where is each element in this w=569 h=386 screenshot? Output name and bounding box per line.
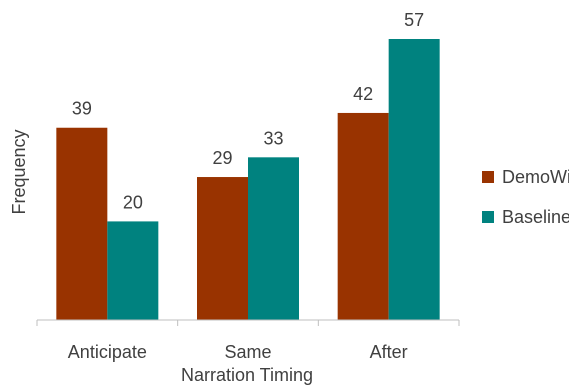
legend-swatch-demowiz — [482, 171, 494, 183]
data-label-demowiz-after: 42 — [353, 84, 373, 104]
data-label-baseline-same: 33 — [263, 128, 283, 148]
legend-label-baseline: Baseline — [502, 206, 569, 227]
legend-label-demowiz: DemoWiz — [502, 166, 569, 187]
y-axis-title: Frequency — [9, 129, 29, 214]
x-axis-ticks — [36, 320, 460, 326]
data-label-demowiz-same: 29 — [212, 148, 232, 168]
data-label-demowiz-anticipate: 39 — [72, 99, 92, 119]
x-tick-label-after: After — [370, 342, 408, 362]
bar-demowiz-anticipate — [56, 127, 108, 320]
bar-baseline-anticipate — [107, 221, 159, 320]
x-tick-label-anticipate: Anticipate — [68, 342, 147, 362]
legend-item-demowiz: DemoWiz — [482, 166, 569, 188]
data-label-baseline-anticipate: 20 — [123, 192, 143, 212]
bar-demowiz-after — [337, 112, 389, 321]
data-label-baseline-after: 57 — [404, 10, 424, 30]
bar-baseline-same — [248, 157, 299, 320]
bar-baseline-after — [388, 39, 440, 320]
data-labels-group: 39 20 29 33 42 57 — [72, 10, 424, 212]
legend-item-baseline: Baseline — [482, 206, 569, 228]
legend-swatch-baseline — [482, 211, 494, 223]
bars-group — [56, 39, 440, 321]
x-tick-label-same: Same — [224, 342, 271, 362]
legend: DemoWiz Baseline — [482, 166, 569, 246]
x-axis-title: Narration Timing — [181, 365, 313, 385]
x-axis-tick-labels: Anticipate Same After — [68, 342, 408, 362]
bar-demowiz-same — [197, 177, 248, 320]
